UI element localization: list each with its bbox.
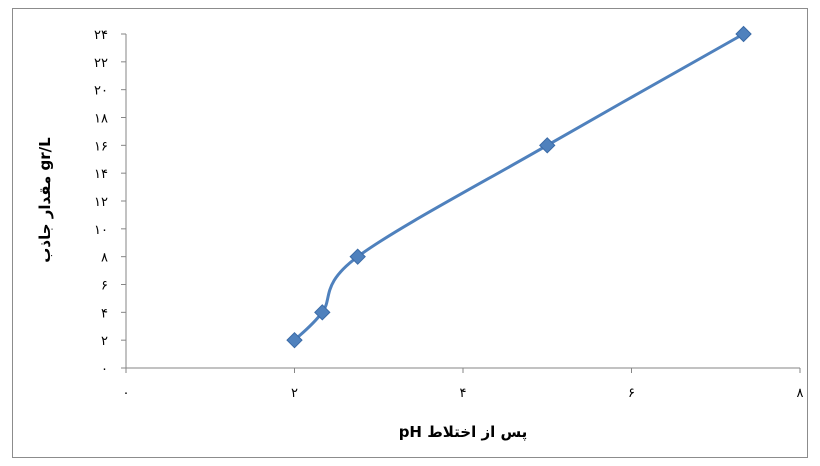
series-line (293, 32, 745, 342)
data-point-marker (349, 248, 366, 265)
x-axis-title: pH پس از اختلاط (399, 423, 528, 442)
y-tick-label: ۰ (101, 362, 108, 377)
y-axis-title: مقدار جاذب gr/L (36, 137, 54, 263)
y-tick-label: ۱۴ (94, 167, 108, 182)
y-tick-label: ۴ (101, 306, 108, 321)
x-tick-label: ۲ (291, 386, 298, 401)
y-tick-label: ۶ (101, 279, 108, 294)
y-tick-label: ۲۲ (94, 56, 108, 71)
x-tick-label: ۸ (797, 386, 804, 401)
series-layer (286, 25, 752, 349)
data-point-marker (735, 25, 752, 43)
data-point-marker (539, 137, 556, 154)
x-tick-label: ۶ (628, 386, 635, 401)
y-tick-label: ۲ (101, 334, 108, 349)
y-tick-label: ۸ (101, 251, 108, 266)
data-point-marker (286, 331, 303, 349)
y-tick-label: ۱۰ (94, 223, 108, 238)
x-tick-label: ۰ (123, 386, 130, 401)
y-tick-label: ۲۰ (94, 84, 108, 99)
x-tick-label: ۴ (460, 386, 467, 401)
data-point-marker (314, 304, 331, 321)
y-tick-label: ۱۶ (94, 139, 108, 154)
y-tick-label: ۲۴ (94, 28, 108, 43)
y-tick-label: ۱۲ (94, 195, 108, 210)
y-tick-label: ۱۸ (94, 112, 108, 127)
chart-area (12, 8, 808, 458)
axes (125, 34, 800, 369)
